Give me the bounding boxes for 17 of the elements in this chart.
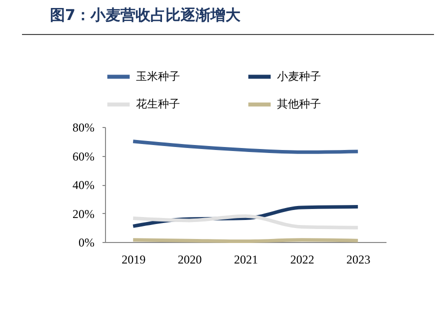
x-tick-label: 2022 — [290, 252, 314, 266]
y-tick-label: 0% — [78, 236, 94, 250]
y-tick-label: 60% — [72, 149, 94, 164]
legend-label: 小麦种子 — [277, 70, 321, 83]
line-series — [131, 214, 360, 230]
legend-label: 花生种子 — [136, 98, 180, 110]
y-tick-label: 40% — [72, 178, 94, 192]
x-tick-label: 2021 — [234, 252, 258, 266]
chart-title: 图7：小麦营收占比逐渐增大 — [50, 6, 242, 24]
legend-label: 玉米种子 — [136, 70, 180, 83]
line-series — [131, 140, 360, 154]
x-tick-label: 2023 — [346, 252, 370, 266]
y-tick-label: 20% — [72, 206, 94, 221]
y-tick-label: 80% — [72, 120, 94, 134]
x-tick-label: 2020 — [178, 252, 202, 266]
x-tick-label: 2019 — [122, 252, 146, 266]
legend-label: 其他种子 — [277, 98, 321, 110]
